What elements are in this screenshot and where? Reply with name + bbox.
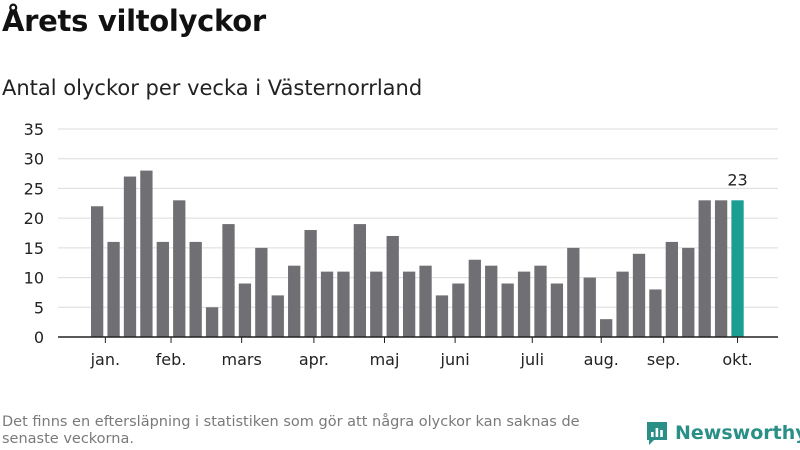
bar [534,265,547,337]
y-tick-label: 20 [24,209,44,228]
x-tick-label: juni [440,350,470,369]
bar [698,200,711,337]
bar [353,224,367,337]
bar [616,271,629,337]
x-axis-ticks: jan. feb. mars apr. maj juni juli aug. sep. okt. [90,337,753,369]
chart-title: Årets viltolyckor [2,4,266,38]
bar [567,247,580,337]
bar [238,283,252,337]
bar [682,247,695,337]
bar [386,235,399,337]
bar [452,283,465,337]
bar [370,271,383,337]
bar [91,206,104,337]
y-axis-ticks: 0 5 10 15 20 25 30 35 [24,120,44,347]
y-tick-label: 35 [24,120,44,139]
bar [649,289,662,337]
data-labels: 23 [727,170,747,189]
x-tick-label: mars [221,350,261,369]
bar [271,295,284,337]
bar [468,259,481,337]
y-tick-label: 5 [34,298,44,317]
x-tick-label: okt. [722,350,752,369]
bar [435,295,449,337]
bar [517,271,531,337]
bar [304,230,317,337]
bar [288,265,301,337]
bar [665,241,678,337]
brand-name: Newsworthy [675,422,800,444]
bar [600,319,613,337]
bar [337,271,350,337]
bars [91,170,744,337]
bar-highlight [731,200,744,337]
bar [205,307,219,337]
bar [550,283,564,337]
bar [320,271,334,337]
x-tick-label: apr. [299,350,329,369]
x-tick-label: aug. [584,350,619,369]
bar [189,241,202,337]
chart-subtitle: Antal olyckor per vecka i Västernorrland [2,76,423,100]
bar [140,170,153,337]
bar [255,247,268,337]
bar [714,200,728,337]
brand-logo[interactable]: Newsworthy [645,418,800,448]
x-tick-label: feb. [156,350,187,369]
bar [222,224,235,337]
y-tick-label: 0 [34,328,44,347]
x-tick-label: sep. [647,350,680,369]
bar [402,271,416,337]
y-tick-label: 15 [24,239,44,258]
bar [485,265,498,337]
bar-chart: 0 5 10 15 20 25 30 35 jan. feb. mars apr. maj juni ju… [24,120,778,369]
bar [107,241,120,337]
y-tick-label: 25 [24,179,44,198]
y-tick-label: 30 [24,150,44,169]
bar [501,283,514,337]
bar [123,176,137,337]
data-label-highlight: 23 [727,170,747,189]
bar [173,200,186,337]
x-tick-label: juli [520,350,544,369]
bar [632,253,646,337]
bar [156,241,169,337]
footnote: Det finns en eftersläpning i statistiken… [2,414,580,447]
x-tick-label: jan. [90,350,120,369]
y-tick-label: 10 [24,269,44,288]
bar [419,265,432,337]
x-tick-label: maj [370,350,400,369]
newsworthy-icon [647,422,667,445]
bar [583,277,596,337]
